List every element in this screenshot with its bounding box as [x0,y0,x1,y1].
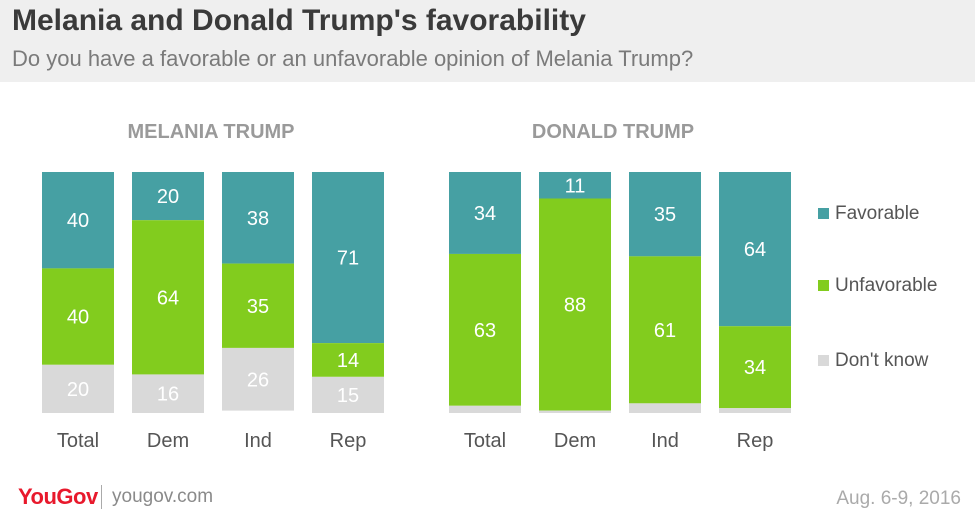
category-label: Total [57,430,99,452]
bar-segment-dont-know [539,410,611,413]
bar-segment-dont-know [629,403,701,413]
data-label: 14 [337,350,359,372]
data-label: 35 [654,204,676,226]
bar-segment-favorable [719,172,791,327]
legend-swatch-unfavorable [818,280,829,291]
bar-segment-dont-know [312,376,384,413]
bar-segment-favorable [222,172,294,264]
legend-label-favorable: Favorable [835,203,920,224]
footer-divider [101,485,102,509]
charts-area: MELANIA TRUMP 40 40 20 Total 20 64 16 Dem 38 35 26 I… [42,121,937,452]
bar-segment-unfavorable [312,343,384,377]
panel-title: MELANIA TRUMP [127,121,294,143]
data-label: 34 [474,203,496,225]
data-label: 35 [247,296,269,318]
bar-segment-favorable [629,172,701,257]
legend-label-unfavorable: Unfavorable [835,275,937,296]
legend-swatch-dont-know [818,355,829,366]
legend-label-dont-know: Don't know [835,350,929,371]
bar-segment-favorable [449,172,521,254]
category-label: Rep [330,430,367,452]
legend-swatch-favorable [818,208,829,219]
bar-segment-unfavorable [539,198,611,411]
bar-segment-unfavorable [132,220,204,375]
data-label: 63 [474,320,496,342]
yougov-logo: YouGov [18,484,98,509]
data-label: 34 [744,357,766,379]
category-label: Dem [147,430,189,452]
bar-segment-favorable [132,172,204,221]
category-label: Rep [737,430,774,452]
bar-segment-favorable [539,172,611,199]
category-label: Dem [554,430,596,452]
chart-subtitle: Do you have a favorable or an unfavorabl… [12,46,694,71]
data-label: 40 [67,307,89,329]
bar-segment-dont-know [719,408,791,413]
bar-segment-unfavorable [629,256,701,404]
header: Melania and Donald Trump's favorability … [0,0,975,82]
category-label: Ind [244,430,272,452]
data-label: 26 [247,369,269,391]
data-label: 71 [337,248,359,270]
bar-segment-unfavorable [719,326,791,409]
bar-segment-dont-know [132,374,204,413]
data-label: 38 [247,208,269,230]
bar-segment-unfavorable [42,268,114,365]
data-label: 40 [67,210,89,232]
data-label: 88 [564,295,586,317]
bar-segment-dont-know [222,347,294,411]
chart-title: Melania and Donald Trump's favorability [12,4,586,37]
category-label: Total [464,430,506,452]
bar-segment-unfavorable [222,263,294,348]
bar-segment-favorable [312,172,384,344]
bar-segment-dont-know [449,405,521,413]
data-label: 20 [67,379,89,401]
data-label: 11 [565,175,586,197]
bar-segment-favorable [42,172,114,269]
footer-date: Aug. 6-9, 2016 [836,488,961,509]
bar-segment-dont-know [42,364,114,413]
data-label: 64 [744,239,766,261]
panel-title: DONALD TRUMP [532,121,694,143]
data-label: 64 [157,287,179,309]
bar-segment-unfavorable [449,253,521,406]
data-label: 61 [654,320,676,342]
category-label: Ind [651,430,679,452]
data-label: 15 [337,385,359,407]
footer-url: yougov.com [112,486,214,507]
data-label: 16 [157,384,179,406]
data-label: 20 [157,186,179,208]
